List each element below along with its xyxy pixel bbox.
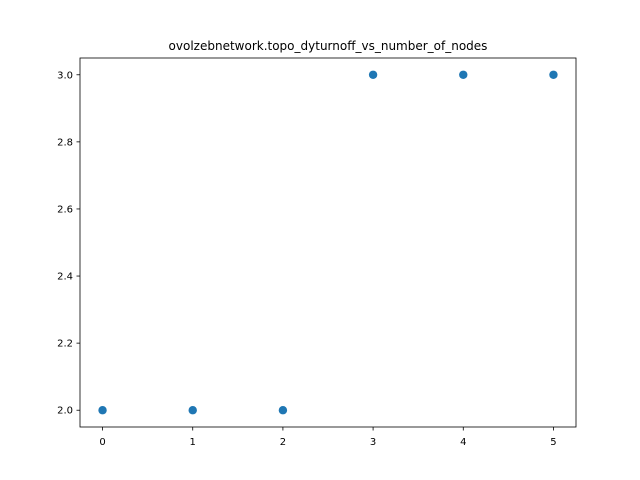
x-tick-label: 4 [460,437,466,448]
y-tick-label: 2.8 [57,137,73,148]
data-point [188,406,197,415]
data-point [98,406,107,415]
data-point [278,406,288,415]
data-points [98,70,558,415]
chart-title: ovolzebnetwork.topo_dyturnoff_vs_number_… [169,39,488,53]
y-tick-label: 3.0 [57,70,73,81]
y-tick-label: 2.4 [57,272,73,283]
plot-frame [79,57,577,428]
plot-area [80,58,576,427]
y-tick-label: 2.2 [57,339,73,350]
x-tick-label: 1 [190,437,196,448]
data-point [549,70,558,79]
x-tick-label: 0 [99,437,105,448]
data-point [368,70,378,79]
x-tick-label: 5 [550,437,556,448]
y-tick-label: 2.0 [57,406,73,417]
x-tick-label: 2 [280,437,286,448]
x-axis-ticks: 0 1 2 3 4 5 [99,427,557,448]
y-tick-label: 2.6 [57,204,73,215]
x-tick-label: 3 [370,437,376,448]
data-point [459,70,468,79]
y-axis-ticks: 2.0 2.2 2.4 2.6 2.8 3.0 [57,70,80,417]
